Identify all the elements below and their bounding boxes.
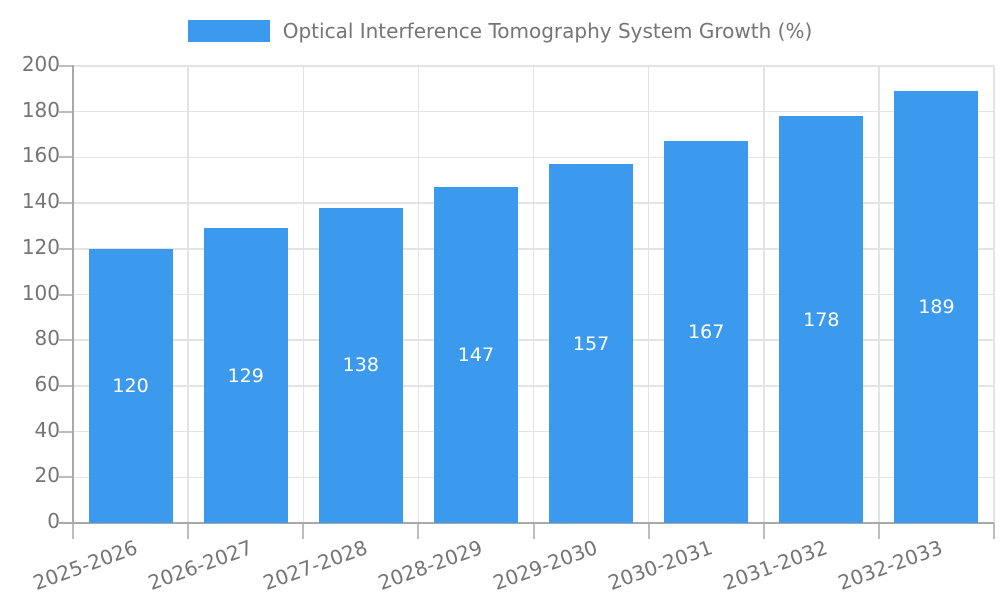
x-tick-label: 2025-2026 <box>29 535 141 595</box>
bar[interactable] <box>549 164 634 523</box>
legend-swatch-icon <box>187 20 270 42</box>
x-axis-tick <box>993 523 995 539</box>
x-axis-tick <box>647 523 650 539</box>
bar[interactable] <box>203 228 288 523</box>
y-axis-tick <box>59 339 73 342</box>
y-tick-label: 160 <box>21 143 60 168</box>
bar[interactable] <box>894 91 979 523</box>
y-axis-tick <box>59 476 73 479</box>
y-tick-label: 0 <box>47 509 60 533</box>
bar-value-label: 189 <box>918 296 955 319</box>
bar-value-label: 120 <box>112 374 149 397</box>
x-tick-label: 2031-2032 <box>720 535 831 595</box>
bar-value-label: 129 <box>227 364 264 387</box>
gridline-x <box>993 66 995 523</box>
bar-value-label: 178 <box>803 308 840 331</box>
bar-value-label: 138 <box>342 354 379 377</box>
bar[interactable] <box>318 207 403 523</box>
x-tick-label: 2027-2028 <box>259 535 371 595</box>
y-tick-label: 180 <box>21 97 60 122</box>
y-axis-tick <box>59 110 73 113</box>
x-axis-tick <box>72 523 74 539</box>
gridline-x <box>417 66 420 523</box>
bar[interactable] <box>664 141 749 523</box>
x-axis-tick <box>762 523 765 539</box>
x-axis-tick <box>532 523 535 539</box>
bar-value-label: 147 <box>457 344 495 367</box>
x-tick-label: 2026-2027 <box>144 535 256 595</box>
x-tick-label: 2032-2033 <box>835 535 946 595</box>
bar-value-label: 157 <box>572 332 610 355</box>
bar[interactable] <box>88 248 173 523</box>
x-axis-line <box>59 522 994 524</box>
gridline-x <box>532 66 535 523</box>
y-tick-label: 60 <box>34 371 60 396</box>
y-axis-tick <box>59 202 73 205</box>
bar[interactable] <box>779 116 864 523</box>
y-axis-tick <box>59 384 73 387</box>
legend[interactable]: Optical Interference Tomography System G… <box>0 19 1000 43</box>
y-axis-tick <box>59 430 73 433</box>
x-axis-tick <box>187 523 190 539</box>
y-axis-tick <box>59 65 73 67</box>
x-tick-label: 2030-2031 <box>605 535 716 595</box>
gridline-x <box>878 66 880 523</box>
x-axis-tick <box>877 523 880 539</box>
y-tick-label: 140 <box>21 189 60 214</box>
y-tick-label: 120 <box>21 234 60 259</box>
bar-value-label: 167 <box>688 321 725 344</box>
x-tick-label: 2029-2030 <box>489 535 601 595</box>
bar[interactable] <box>433 187 518 523</box>
y-tick-label: 40 <box>34 417 60 442</box>
y-tick-label: 200 <box>21 52 60 76</box>
y-axis-line <box>72 65 74 523</box>
y-axis-tick <box>59 156 73 159</box>
gridline-x <box>302 66 304 523</box>
x-axis-tick <box>417 523 420 539</box>
gridline-x <box>187 66 189 523</box>
y-tick-label: 80 <box>34 326 60 351</box>
x-tick-label: 2028-2029 <box>374 535 486 595</box>
y-tick-label: 100 <box>21 280 60 305</box>
y-axis-tick <box>59 247 73 250</box>
y-tick-label: 20 <box>34 463 60 488</box>
x-axis-tick <box>302 523 305 539</box>
y-axis-tick <box>59 293 73 296</box>
legend-label: Optical Interference Tomography System G… <box>282 19 813 43</box>
gridline-x <box>647 66 650 523</box>
gridline-x <box>763 66 765 523</box>
